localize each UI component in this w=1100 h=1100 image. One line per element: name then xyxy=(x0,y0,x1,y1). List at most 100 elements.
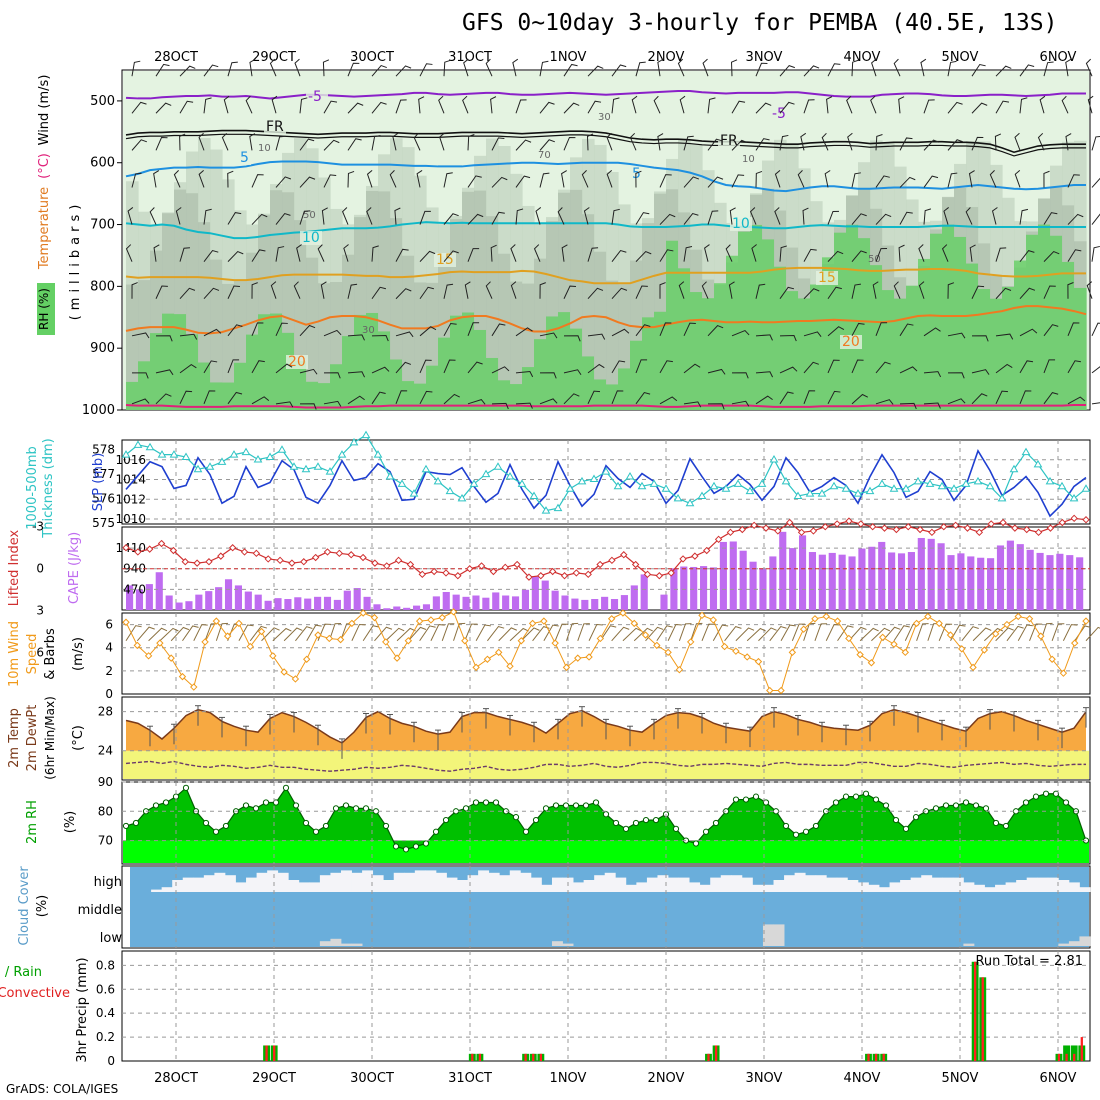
wind-tick-label-6: 6 xyxy=(105,618,113,632)
upper-wind-barb-18-1 xyxy=(347,102,364,114)
lifted-index-point-22 xyxy=(383,562,391,570)
upper-wind-barb-22-4 xyxy=(394,207,401,225)
upper-wind-barb-36-8 xyxy=(563,369,582,376)
upper-wind-barb-16-1 xyxy=(323,100,338,114)
cape-bar-24 xyxy=(363,596,371,610)
isotherm-10 xyxy=(125,221,1086,240)
cloud-level-low: low xyxy=(100,931,123,946)
cape-bar-25 xyxy=(373,604,381,610)
surface-wind-barb-43 xyxy=(611,626,630,642)
upper-wind-barb-72-3 xyxy=(989,170,997,188)
wind-speed-point-19 xyxy=(336,635,345,644)
thickness-point-80 xyxy=(1081,484,1091,492)
upper-wind-barb-76-6 xyxy=(1043,285,1056,299)
wind-speed-point-54 xyxy=(732,647,740,655)
upper-wind-barb-14-9 xyxy=(299,403,317,410)
cloud-bar-low-90 xyxy=(1079,936,1091,946)
li-tick-label-6: 6 xyxy=(36,646,44,660)
thickness-point-67 xyxy=(925,479,935,487)
upper-wind-barb-38-5 xyxy=(587,247,599,262)
cape-tick-label-1410: 1410 xyxy=(115,541,146,555)
lifted-index-point-26 xyxy=(430,567,438,576)
upper-wind-barb-58-5 xyxy=(827,250,844,262)
upper-wind-barb-76-9 xyxy=(1043,392,1059,405)
upper-wind-barb-0-5 xyxy=(125,244,133,262)
upper-wind-barb-12-7 xyxy=(275,322,288,337)
rh2m-point-4 xyxy=(162,799,170,806)
cloud-bar-high-18 xyxy=(319,875,331,892)
upper-wind-barb-30-4 xyxy=(491,211,505,225)
bottom-date-label-29OCT: 29OCT xyxy=(252,1071,296,1086)
surface-wind-barb-18 xyxy=(328,622,342,641)
lifted-index-point-43 xyxy=(631,560,640,569)
isotherm-label-5-0: 5 xyxy=(240,150,249,166)
upper-wind-barb-54-1 xyxy=(779,101,795,114)
upper-wind-barb-42-5 xyxy=(635,250,652,262)
rh-shade-green-63 xyxy=(882,290,895,410)
upper-wind-barb-44-9 xyxy=(659,396,678,405)
upper-wind-barb-48-3 xyxy=(707,176,724,188)
rh2m-point-78 xyxy=(902,825,910,832)
wind-speed-point-85 xyxy=(1082,617,1090,625)
upper-wind-barb-26-6 xyxy=(443,283,454,299)
upper-wind-barb-66-0 xyxy=(920,58,927,77)
upper-wind-barb-14-1 xyxy=(299,97,308,114)
upper-wind-barb-24-9 xyxy=(419,390,433,405)
cloud-bar-high-26 xyxy=(404,872,416,892)
surface-wind-barb-26 xyxy=(419,625,436,642)
rh2m-point-26 xyxy=(382,822,390,830)
rh2m-point-66 xyxy=(782,822,790,830)
upper-wind-barb-4-6 xyxy=(179,287,196,300)
wind-speed-point-74 xyxy=(958,645,966,653)
precip-conv-bar-125 xyxy=(1080,1037,1083,1061)
lifted-index-point-44 xyxy=(643,570,652,579)
lifted-index-point-21 xyxy=(371,559,379,567)
rh-shade-green-50 xyxy=(726,255,739,410)
upper-wind-barb-54-4 xyxy=(774,207,781,225)
upper-wind-barb-0-3 xyxy=(131,172,142,188)
rh2m-point-12 xyxy=(242,802,250,809)
rh-shade-green-47 xyxy=(690,292,703,410)
cape-bar-20 xyxy=(323,596,332,610)
surface-wind-barb-81 xyxy=(1040,622,1053,641)
rh2m-point-75 xyxy=(872,796,880,803)
rh-shade-green-17 xyxy=(330,364,343,410)
surface-wind-barb-68 xyxy=(893,625,910,642)
upper-wind-barb-28-3 xyxy=(467,175,482,188)
precip-tick-label-0: 0 xyxy=(107,1054,115,1068)
isotherm-label-10-1: 10 xyxy=(732,216,750,232)
cape-bar-16 xyxy=(284,599,292,610)
upper-wind-barb-56-7 xyxy=(803,331,822,337)
cape-bar-9 xyxy=(215,587,223,610)
rh2m-point-8 xyxy=(202,819,210,827)
lifted-index-point-77 xyxy=(1034,528,1043,537)
rh2m-point-6 xyxy=(182,784,190,791)
lifted-index-point-72 xyxy=(975,528,984,537)
thickness-point-74 xyxy=(1009,464,1019,473)
precip-conv-bar-98 xyxy=(874,1053,878,1061)
thickness-point-60 xyxy=(841,484,851,492)
upper-wind-barb-4-4 xyxy=(175,207,182,225)
cape-bar-60 xyxy=(719,541,727,610)
wind-speed-point-38 xyxy=(551,639,559,647)
lifted-index-point-10 xyxy=(240,548,249,556)
thickness-point-46 xyxy=(673,493,683,502)
upper-wind-barb-16-8 xyxy=(323,372,341,379)
surface-wind-barb-0 xyxy=(125,625,142,642)
thickness-point-26 xyxy=(433,476,443,485)
cloud-bar-high-25 xyxy=(393,872,405,892)
rh2m-point-21 xyxy=(332,805,340,812)
cloud-label: Cloud Cover xyxy=(17,866,32,946)
upper-wind-barb-62-9 xyxy=(875,399,894,405)
cape-bar-93 xyxy=(1046,555,1054,610)
thickness-point-48 xyxy=(697,491,707,499)
cloud-bar-high-54 xyxy=(699,884,711,892)
cape-bar-91 xyxy=(1026,549,1034,610)
upper-wind-barb-24-0 xyxy=(419,63,433,77)
upper-wind-barb-22-5 xyxy=(395,248,409,262)
upper-wind-barb-32-6 xyxy=(510,281,517,299)
upper-wind-barb-10-3 xyxy=(251,174,264,188)
surface-wind-barb-2 xyxy=(148,627,168,642)
upper-wind-barb-10-6 xyxy=(251,282,258,299)
